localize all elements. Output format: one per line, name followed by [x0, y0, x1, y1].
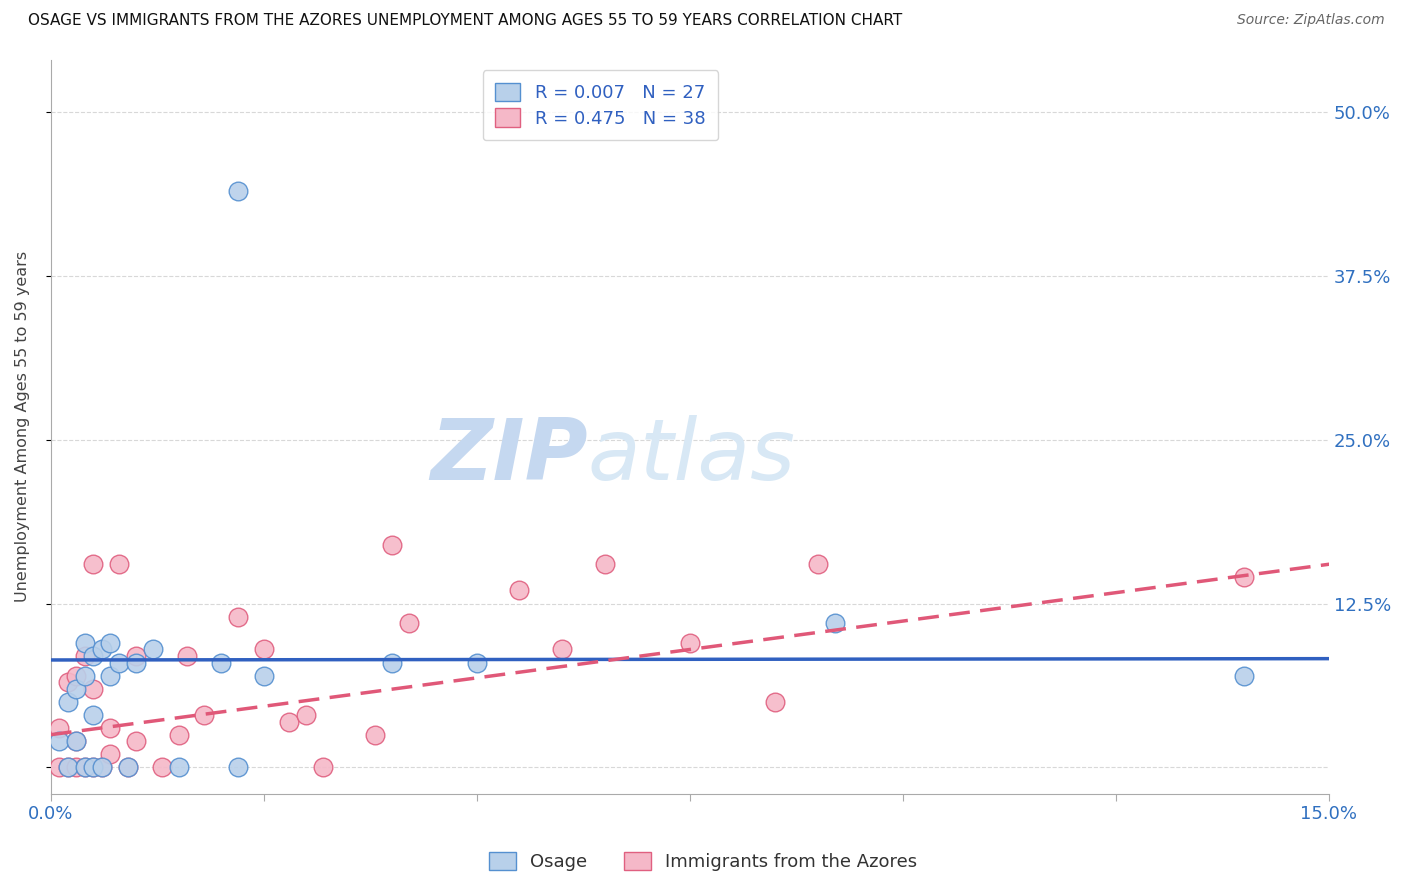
Point — [73, 760, 96, 774]
Point — [100, 721, 122, 735]
Y-axis label: Unemployment Among Ages 55 to 59 years: Unemployment Among Ages 55 to 59 years — [15, 251, 30, 602]
Point — [56, 695, 79, 709]
Point — [82, 708, 104, 723]
Point — [142, 642, 165, 657]
Point — [100, 669, 122, 683]
Point — [381, 656, 404, 670]
Point — [117, 760, 139, 774]
Point — [167, 760, 190, 774]
Point — [167, 728, 190, 742]
Point — [1232, 570, 1254, 584]
Point — [381, 538, 404, 552]
Text: Source: ZipAtlas.com: Source: ZipAtlas.com — [1237, 13, 1385, 28]
Point — [108, 558, 131, 572]
Point — [508, 583, 530, 598]
Point — [312, 760, 335, 774]
Point — [100, 747, 122, 762]
Point — [465, 656, 488, 670]
Point — [48, 734, 70, 748]
Point — [398, 616, 420, 631]
Point — [807, 558, 830, 572]
Point — [1232, 669, 1254, 683]
Point — [73, 760, 96, 774]
Point — [278, 714, 301, 729]
Point — [65, 734, 87, 748]
Point — [176, 648, 198, 663]
Point — [226, 760, 249, 774]
Point — [73, 636, 96, 650]
Text: OSAGE VS IMMIGRANTS FROM THE AZORES UNEMPLOYMENT AMONG AGES 55 TO 59 YEARS CORRE: OSAGE VS IMMIGRANTS FROM THE AZORES UNEM… — [28, 13, 903, 29]
Point — [253, 642, 276, 657]
Point — [65, 734, 87, 748]
Point — [91, 760, 114, 774]
Point — [125, 656, 148, 670]
Point — [56, 760, 79, 774]
Point — [108, 656, 131, 670]
Point — [82, 760, 104, 774]
Point — [73, 648, 96, 663]
Point — [295, 708, 318, 723]
Point — [150, 760, 173, 774]
Point — [56, 760, 79, 774]
Point — [91, 642, 114, 657]
Legend: R = 0.007   N = 27, R = 0.475   N = 38: R = 0.007 N = 27, R = 0.475 N = 38 — [482, 70, 718, 140]
Point — [65, 681, 87, 696]
Point — [763, 695, 786, 709]
Point — [824, 616, 846, 631]
Point — [48, 760, 70, 774]
Point — [226, 184, 249, 198]
Point — [193, 708, 215, 723]
Point — [82, 760, 104, 774]
Point — [679, 636, 702, 650]
Point — [209, 656, 232, 670]
Point — [65, 669, 87, 683]
Point — [82, 681, 104, 696]
Point — [56, 675, 79, 690]
Point — [100, 636, 122, 650]
Point — [117, 760, 139, 774]
Text: ZIP: ZIP — [430, 415, 588, 498]
Point — [91, 760, 114, 774]
Point — [48, 721, 70, 735]
Text: atlas: atlas — [588, 415, 796, 498]
Point — [125, 648, 148, 663]
Point — [551, 642, 574, 657]
Point — [125, 734, 148, 748]
Point — [593, 558, 616, 572]
Point — [253, 669, 276, 683]
Point — [65, 760, 87, 774]
Legend: Osage, Immigrants from the Azores: Osage, Immigrants from the Azores — [482, 845, 924, 879]
Point — [226, 609, 249, 624]
Point — [73, 669, 96, 683]
Point — [363, 728, 385, 742]
Point — [82, 648, 104, 663]
Point — [82, 558, 104, 572]
